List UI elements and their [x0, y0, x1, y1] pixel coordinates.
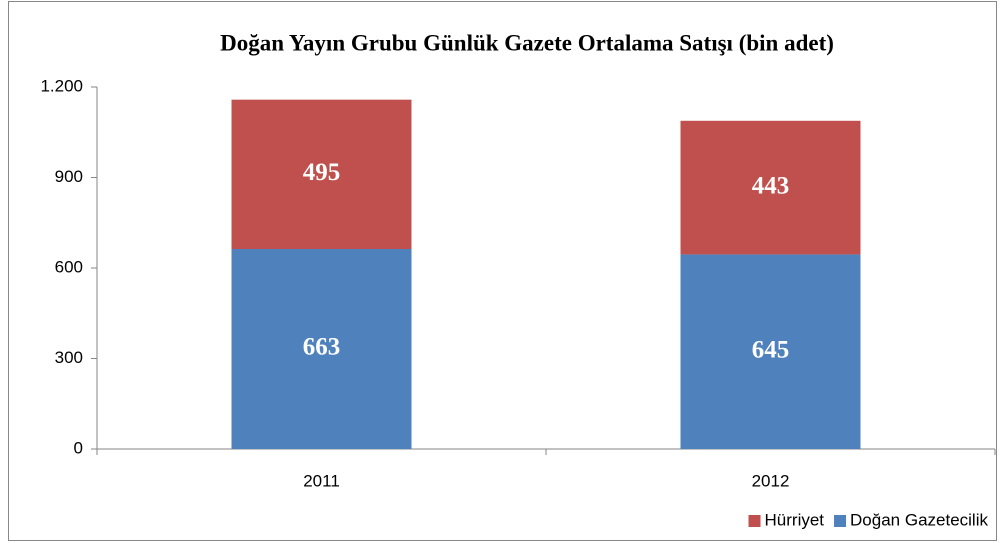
y-tick-label: 900: [55, 167, 83, 186]
bar-segment: [680, 120, 861, 255]
bar-segment: [231, 99, 412, 249]
y-tick-label: 1.200: [40, 76, 83, 95]
legend-swatch: [748, 515, 761, 527]
bar-segment: [680, 254, 861, 449]
legend-swatch: [834, 515, 847, 527]
data-label: 663: [303, 334, 341, 361]
x-tick-label: 2012: [752, 471, 790, 490]
x-tick-label: 2011: [303, 471, 340, 490]
legend-label: Doğan Gazetecilik: [850, 510, 988, 529]
bar-segment: [231, 248, 412, 449]
y-tick-label: 300: [55, 348, 83, 367]
data-label: 443: [752, 172, 790, 199]
chart-title: Doğan Yayın Grubu Günlük Gazete Ortalama…: [220, 30, 834, 55]
data-label: 495: [303, 159, 341, 186]
y-tick-label: 0: [74, 438, 83, 457]
legend-label: Hürriyet: [765, 510, 825, 529]
data-label: 645: [752, 336, 790, 363]
y-tick-label: 600: [55, 257, 83, 276]
